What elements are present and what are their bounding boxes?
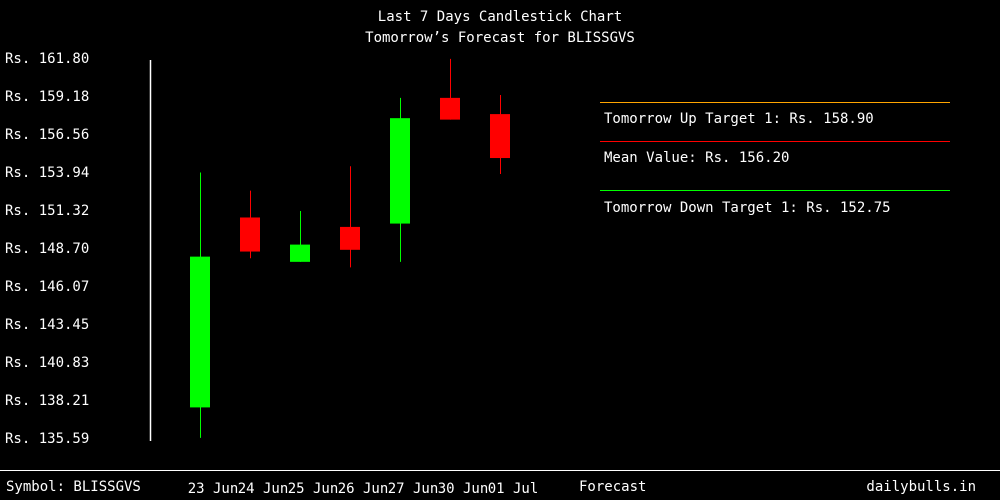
forecast-label: Forecast <box>579 479 647 495</box>
y-tick-label: Rs. 159.18 <box>5 89 89 105</box>
candle-body <box>240 217 260 252</box>
y-tick-label: Rs. 143.45 <box>5 317 89 333</box>
y-tick-label: Rs. 148.70 <box>5 241 89 257</box>
candle-body <box>290 244 310 262</box>
x-tick-label: 27 Jun <box>388 481 439 497</box>
y-tick-label: Rs. 146.07 <box>5 279 89 295</box>
y-tick-label: Rs. 161.80 <box>5 51 89 67</box>
candle <box>190 172 210 438</box>
x-tick-label: 25 Jun <box>288 481 339 497</box>
candle-body <box>440 97 460 120</box>
mean-value-label: Mean Value: Rs. 156.20 <box>604 150 790 166</box>
candle <box>490 94 510 174</box>
candle <box>290 210 310 262</box>
symbol-label: Symbol: BLISSGVS <box>6 479 141 495</box>
candle-body <box>490 114 510 159</box>
y-tick-label: Rs. 156.56 <box>5 127 89 143</box>
x-axis-ticks: 23 Jun 24 Jun 25 Jun 26 Jun 27 Jun 30 Jun 01 J… <box>188 481 539 497</box>
y-axis-ticks: Rs. 161.80 Rs. 159.18 Rs. 156.56 Rs. 153.94… <box>5 51 89 447</box>
candle-body <box>190 256 210 408</box>
y-tick-label: Rs. 151.32 <box>5 203 89 219</box>
x-tick-label: 24 Jun <box>238 481 289 497</box>
candle <box>390 97 410 262</box>
candle <box>340 166 360 268</box>
candle <box>240 190 260 259</box>
chart-subtitle: Tomorrow’s Forecast for BLISSGVS <box>365 30 635 46</box>
candle-body <box>390 118 410 224</box>
x-tick-label: 01 Jul <box>488 481 539 497</box>
site-link[interactable]: dailybulls.in <box>866 479 976 495</box>
down-target-label: Tomorrow Down Target 1: Rs. 152.75 <box>604 200 891 216</box>
candles <box>190 58 510 438</box>
candle <box>440 58 460 120</box>
chart-title: Last 7 Days Candlestick Chart <box>377 9 623 25</box>
up-target-label: Tomorrow Up Target 1: Rs. 158.90 <box>604 111 874 127</box>
y-tick-label: Rs. 140.83 <box>5 355 89 371</box>
y-tick-label: Rs. 138.21 <box>5 393 89 409</box>
y-tick-label: Rs. 153.94 <box>5 165 89 181</box>
x-tick-label: 26 Jun <box>338 481 389 497</box>
candle-body <box>340 226 360 250</box>
x-tick-label: 23 Jun <box>188 481 239 497</box>
y-tick-label: Rs. 135.59 <box>5 431 89 447</box>
x-tick-label: 30 Jun <box>438 481 489 497</box>
